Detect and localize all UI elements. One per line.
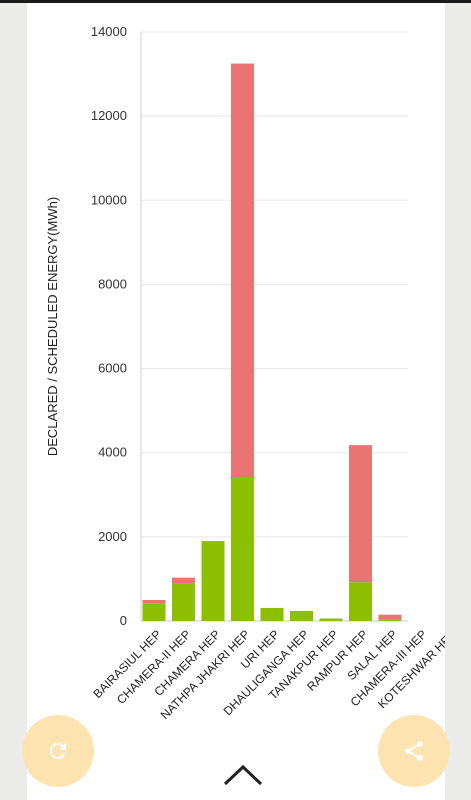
y-tick-label: 10000 — [91, 192, 127, 207]
bar-segment — [142, 599, 166, 604]
expand-button[interactable] — [222, 762, 264, 788]
bar-segment — [142, 603, 166, 621]
y-axis-label: DECLARED / SCHEDULED ENERGY(MWh) — [45, 197, 60, 456]
y-tick-label: 4000 — [98, 445, 127, 460]
chevron-up-icon — [223, 764, 263, 786]
bar-segment — [201, 541, 225, 621]
stacked-bar-chart: 0 2000 4000 6000 8000 10000 12000 14000 DECLARED… — [45, 24, 445, 722]
bar-segment — [260, 607, 284, 621]
y-tick-label: 14000 — [91, 24, 127, 39]
bar-segment — [172, 583, 195, 621]
refresh-button[interactable] — [22, 715, 94, 787]
y-tick-label: 0 — [120, 613, 127, 628]
bar-segment — [349, 445, 372, 583]
bar-segment — [349, 582, 372, 621]
status-bar-edge — [0, 0, 471, 3]
bar-segment — [172, 577, 195, 584]
share-button[interactable] — [378, 715, 450, 787]
chart-card: 0 2000 4000 6000 8000 10000 12000 14000 DECLARED… — [27, 3, 445, 800]
bar-segment — [231, 477, 254, 621]
y-tick-label: 8000 — [98, 276, 127, 291]
y-tick-label: 2000 — [98, 529, 127, 544]
bar-segment — [290, 610, 313, 621]
bar-segment — [378, 614, 402, 620]
y-tick-label: 12000 — [91, 108, 127, 123]
share-icon — [405, 741, 423, 761]
y-tick-label: 6000 — [98, 361, 127, 376]
bar-segment — [378, 619, 402, 621]
bar-segment — [231, 63, 254, 478]
refresh-icon — [49, 743, 66, 760]
bar-segment — [319, 618, 343, 621]
